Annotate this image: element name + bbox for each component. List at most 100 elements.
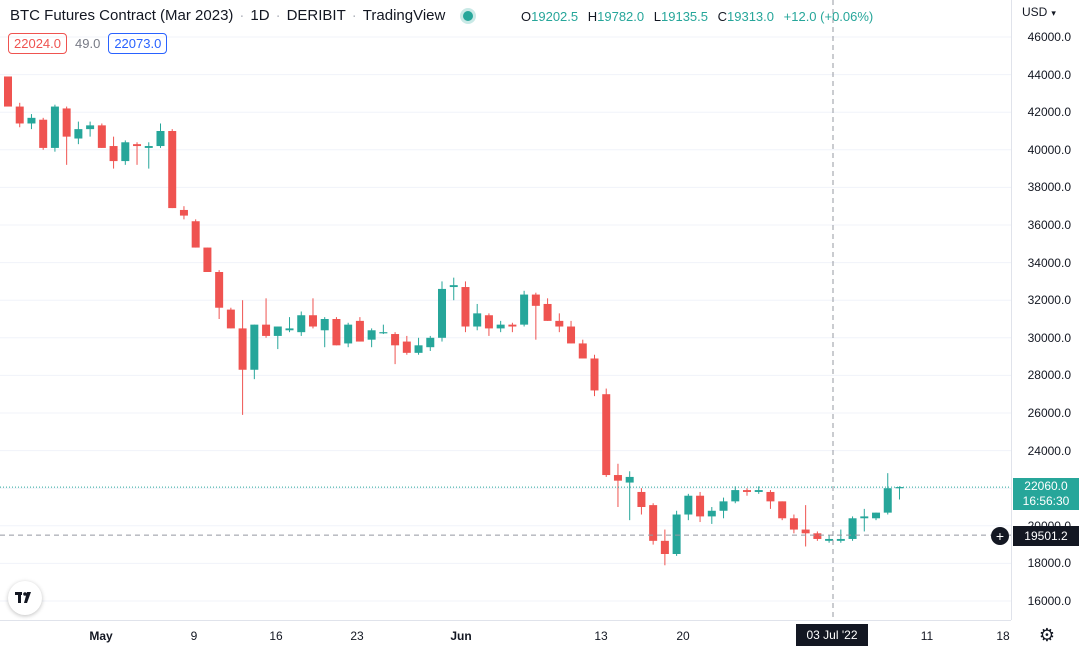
time-scale[interactable]: May 9 16 23 Jun 13 20 11 18 03 Jul '22 [0,620,1011,652]
candle-body-down [226,309,235,329]
candle-body-down [62,108,71,137]
price-scale-label: 40000.0 [1027,142,1071,157]
close-label: C [717,9,728,24]
chevron-down-icon: ▾ [1051,8,1056,18]
candle-body-up [836,538,845,541]
gear-icon[interactable]: ⚙ [1038,625,1056,645]
bid-ask-panel: 22024.0 49.0 22073.0 [8,33,168,54]
exchange-label: DERIBIT [286,7,346,24]
buy-price-button[interactable]: 22073.0 [108,33,168,54]
candle-body-up [320,319,329,331]
candle-body-down [168,131,177,209]
candle-body-down [203,247,212,272]
tradingview-logo-icon[interactable] [8,581,42,615]
candle-body-up [121,142,130,162]
candle-body-down [15,106,24,124]
last-price-value: 22060.0 [1024,479,1068,493]
high-label: H [587,9,598,24]
candle-body-down [308,315,317,327]
candle-body-down [637,491,646,507]
candle-body-down [508,324,517,327]
candle-body-up [883,488,892,513]
currency-selector[interactable]: USD ▾ [1022,5,1056,19]
ohlc-legend: O19202.5 H19782.0 L19135.5 C19313.0 +12.… [515,9,873,24]
candle-body-down [649,505,658,541]
time-scale-label: Jun [450,629,472,643]
price-scale[interactable]: USD ▾ 46000.0 44000.0 42000.0 40000.0 38000.0… [1011,0,1080,620]
open-label: O [521,9,532,24]
interval-label[interactable]: 1D [250,7,270,24]
last-price-tag: 22060.0 16:56:30 [1013,478,1079,510]
chart-area[interactable]: BTC Futures Contract (Mar 2023) · 1D · D… [0,0,1011,620]
time-scale-label: May [89,629,113,643]
candle-body-down [461,287,470,327]
candle-body-up [473,313,482,327]
add-alert-plus-icon[interactable]: + [991,527,1009,545]
candle-body-down [133,144,142,147]
symbol-name[interactable]: BTC Futures Contract (Mar 2023) [10,7,234,24]
candle-body-down [4,76,12,107]
candle-body-up [273,326,282,336]
price-scale-label: 30000.0 [1027,330,1071,345]
title-separator: · [239,7,245,24]
candle-body-down [391,334,400,346]
candle-body-down [543,303,552,321]
candle-body-up [449,285,458,288]
title-separator: · [275,7,281,24]
time-scale-label: 20 [676,629,690,643]
spread-value: 49.0 [75,36,101,51]
candle-body-up [672,514,681,554]
candle-body-up [27,117,36,124]
time-scale-label: 9 [190,629,198,643]
candle-body-down [590,358,599,391]
open-value: 19202.5 [531,9,579,24]
price-scale-label: 36000.0 [1027,218,1071,232]
candle-body-up [74,129,83,139]
candle-body-down [766,491,775,502]
candle-body-up [426,337,435,348]
price-scale-label: 44000.0 [1027,67,1071,82]
price-scale-label: 46000.0 [1027,30,1071,44]
candle-body-down [39,119,48,148]
source-label: TradingView [362,7,446,24]
candlestick-chart[interactable] [0,0,1011,620]
candle-body-down [402,341,411,353]
candle-body-up [848,518,857,539]
candle-body-up [297,315,306,333]
candle-body-up [707,510,716,517]
candle-body-up [754,490,763,492]
candle-body-down [578,343,587,359]
candle-body-up [625,476,634,483]
candle-body-down [355,320,364,342]
candle-body-down [778,501,787,519]
price-scale-label: 42000.0 [1027,105,1071,120]
candle-body-up [144,146,153,148]
price-scale-label: 18000.0 [1027,556,1071,571]
candle-body-up [719,501,728,511]
crosshair-price-tag: 19501.2 [1013,526,1079,546]
candle-body-up [86,125,95,130]
price-scale-label: 32000.0 [1027,293,1071,308]
candle-body-down [602,394,611,476]
price-scale-label: 28000.0 [1027,368,1071,383]
time-scale-label: 18 [996,629,1010,643]
candle-body-down [191,221,200,248]
candle-body-up [285,328,294,331]
crosshair-date-tag: 03 Jul '22 [796,624,868,646]
candle-body-down [660,540,669,554]
market-status-icon[interactable] [463,10,474,21]
candle-body-up [50,106,59,148]
candle-body-up [379,332,388,334]
candle-body-up [520,294,529,325]
candle-body-up [496,324,505,329]
price-scale-label: 34000.0 [1027,255,1071,270]
currency-label: USD [1022,5,1048,19]
time-scale-label: 16 [269,629,283,643]
candle-body-up [860,516,869,519]
price-scale-label: 38000.0 [1027,180,1071,195]
candle-body-down [332,319,341,346]
tradingview-logo-glyph [15,592,31,603]
close-value: 19313.0 [727,9,775,24]
title-separator: · [351,7,357,24]
sell-price-button[interactable]: 22024.0 [8,33,67,54]
